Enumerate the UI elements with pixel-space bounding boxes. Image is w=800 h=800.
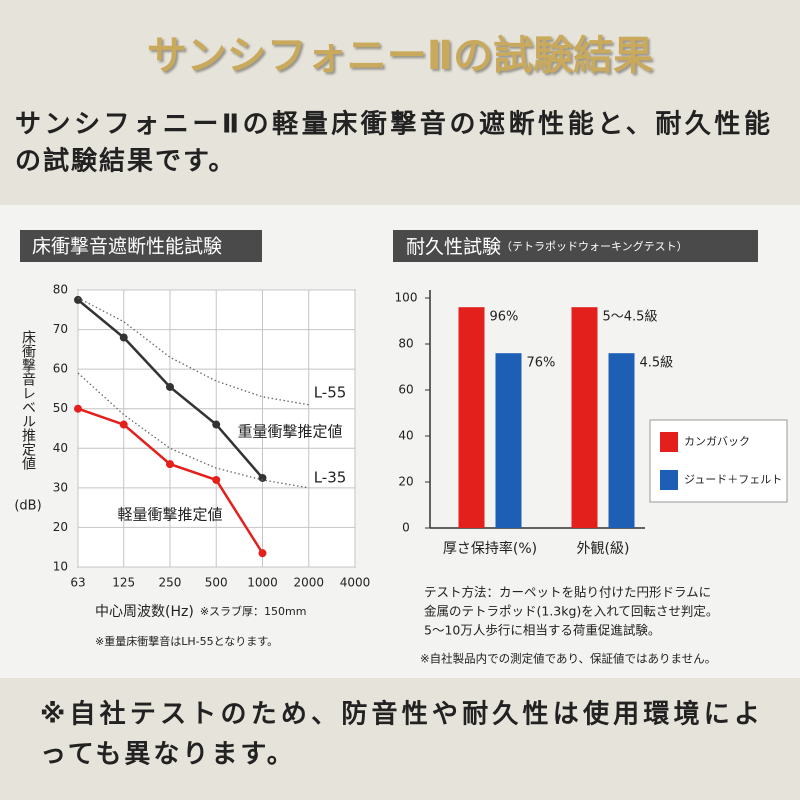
value-label: 76% — [527, 356, 556, 371]
y-tick-label: 60 — [398, 383, 413, 397]
data-point — [74, 404, 82, 413]
legend-label: ジュード＋フェルト — [684, 473, 782, 486]
chart-note: ※重量床衝撃音はLH-55となります。 — [95, 634, 278, 648]
data-point — [258, 473, 267, 482]
x-tick-label: 4000 — [340, 576, 371, 590]
data-point — [165, 382, 174, 391]
data-point — [119, 420, 128, 429]
x-tick-label: 125 — [112, 576, 135, 590]
footer-band — [0, 678, 800, 800]
y-tick-label: 50 — [53, 401, 68, 415]
data-point — [74, 295, 82, 304]
series-label: 軽量衝撃推定値 — [117, 506, 222, 524]
axis-note: ※スラブ厚：150mm — [200, 604, 307, 618]
data-point — [119, 333, 128, 342]
chart-header — [20, 230, 262, 262]
value-label: 96% — [490, 310, 519, 325]
data-point — [212, 420, 221, 429]
bar — [458, 307, 485, 528]
series-label: L-55 — [314, 384, 347, 402]
y-tick-label: 0 — [402, 521, 410, 535]
chart-title: 床衝撃音遮断性能試験 — [32, 236, 222, 258]
page-title: サンシフォニーⅡの試験結果 — [147, 33, 653, 79]
series-label: L-35 — [314, 469, 347, 487]
x-tick-label: 1000 — [247, 576, 278, 590]
data-point — [212, 475, 221, 484]
x-tick-label: 500 — [205, 576, 228, 590]
y-tick-label: 20 — [53, 520, 68, 534]
x-tick-label: 2000 — [293, 576, 324, 590]
y-tick-label: 100 — [395, 291, 418, 305]
chart-note: 5〜10万人歩行に相当する荷重促進試験。 — [424, 623, 660, 638]
chart-note: 金属のテトラポッド(1.3kg)を入れて回転させ判定。 — [424, 604, 718, 619]
x-tick-label: 厚さ保持率(%) — [443, 540, 537, 557]
chart-title: 耐久性試験（テトラポッドウォーキングテスト） — [406, 236, 688, 258]
footer-note: っても異なります。 — [40, 740, 296, 770]
bar — [571, 307, 598, 528]
x-tick-label: 250 — [159, 576, 182, 590]
legend-swatch — [660, 432, 678, 452]
y-tick-label: 40 — [398, 429, 413, 443]
value-label: 4.5級 — [640, 356, 674, 371]
data-point — [258, 549, 267, 558]
series-line — [77, 372, 309, 489]
chart-note: テスト方法：カーペットを貼り付けた円形ドラムに — [424, 585, 711, 600]
bar — [495, 353, 522, 528]
bar — [608, 353, 635, 528]
y-tick-label: 20 — [398, 475, 413, 489]
data-point — [165, 460, 174, 469]
header-band — [0, 0, 800, 205]
y-tick-label: 80 — [398, 337, 413, 351]
y-tick-label: 80 — [53, 283, 68, 297]
y-tick-label: 70 — [53, 322, 68, 336]
y-tick-label: 60 — [53, 362, 68, 376]
chart-subtitle: （テトラポッドウォーキングテスト） — [501, 239, 688, 253]
y-tick-label: 40 — [53, 441, 68, 455]
y-tick-label: 10 — [53, 560, 68, 574]
series-label: 重量衝撃推定値 — [237, 423, 342, 441]
x-tick-label: 63 — [70, 576, 85, 590]
x-axis-label: 中心周波数(Hz) ※スラブ厚：150mm — [95, 604, 306, 620]
y-axis-unit: (dB) — [14, 499, 41, 514]
chart-note: ※自社製品内での測定値であり、保証値ではありません。 — [420, 652, 716, 666]
legend-swatch — [660, 470, 678, 490]
chart-header — [393, 230, 758, 262]
y-axis-label: 床衝撃音レベル推定値 — [20, 330, 36, 470]
x-axis-label: 中心周波数(Hz) — [95, 604, 194, 620]
y-tick-label: 30 — [53, 480, 68, 494]
description: サンシフォニーⅡの軽量床衝撃音の遮断性能と、耐久性能 — [15, 109, 770, 140]
x-tick-label: 外観(級) — [577, 540, 630, 557]
chart-title: 耐久性試験 — [406, 236, 501, 258]
legend-label: カンガバック — [684, 435, 750, 448]
value-label: 5〜4.5級 — [603, 310, 658, 325]
description: の試験結果です。 — [15, 146, 236, 177]
